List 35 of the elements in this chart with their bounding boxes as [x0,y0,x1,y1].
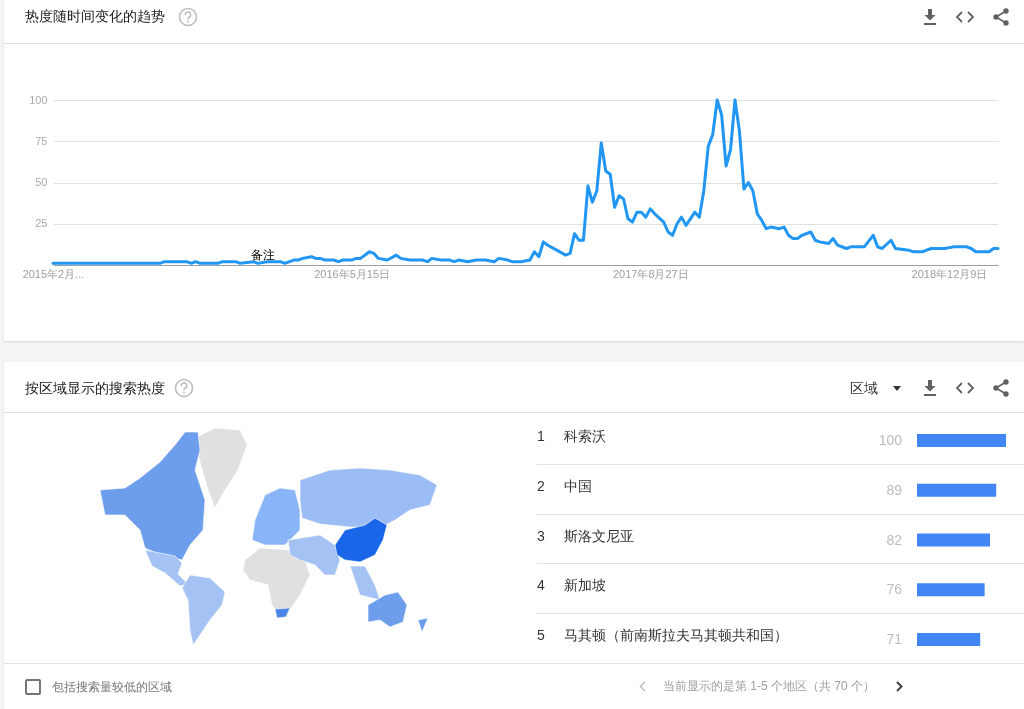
text: 区域 [850,380,878,396]
data-label: 82 [886,531,903,548]
y-tick-label: 中国 [563,477,592,494]
bar [917,483,997,497]
x-tick-label: 2017年8月27日 [612,267,689,280]
text: 1 [537,427,545,444]
x-tick-label: 2018年12月9日 [911,267,988,280]
bar [917,583,985,597]
x-tick-label: 2015年2月... [22,267,85,280]
y-tick-label: 50 [35,176,48,188]
text: 按区域显示的搜索热度 [25,380,165,396]
data-label: 100 [878,431,903,448]
annotation: 备注 [250,248,275,263]
data-label: 71 [886,631,903,648]
x-tick-label: 2016年5月15日 [314,267,391,280]
y-tick-label: 75 [35,134,48,147]
text: 当前显示的是第 1-5 个地区（共 70 个） [663,679,876,693]
data-label: 76 [886,581,903,598]
bar [917,433,1006,447]
line-series [51,98,1000,265]
y-tick-label: 斯洛文尼亚 [563,527,634,544]
y-tick-label: 25 [35,217,48,230]
bar [917,633,981,647]
text: 包括搜索量较低的区域 [52,680,172,694]
y-tick-label: 马其顿（前南斯拉夫马其顿共和国） [563,627,788,644]
y-tick-label: 科索沃 [563,427,606,444]
text: 3 [537,527,545,544]
y-tick-label: 100 [29,93,48,106]
text: 5 [537,627,545,644]
y-tick-label: 新加坡 [563,577,606,594]
text: 2 [537,477,545,494]
text: 4 [537,577,545,594]
chart-title: 热度随时间变化的趋势 [25,8,165,24]
data-label: 89 [886,481,903,498]
bar [917,533,990,547]
